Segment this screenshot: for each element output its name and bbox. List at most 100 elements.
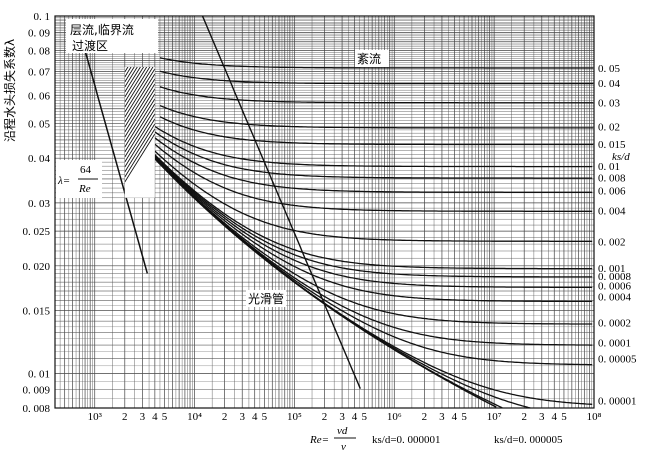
curve-ks-0.000001 bbox=[154, 158, 503, 409]
transition-hatch bbox=[124, 98, 155, 148]
laminar-label-bg bbox=[66, 19, 158, 53]
x-tick-label: 2 bbox=[521, 411, 527, 423]
transition-hatch bbox=[124, 133, 155, 183]
curve-ks-0.03 bbox=[159, 86, 594, 104]
laminar-formula-prefix: λ= bbox=[57, 175, 70, 187]
ks-d-tick-label: 0. 03 bbox=[598, 98, 621, 110]
x-tick-label: 2 bbox=[322, 411, 328, 423]
x-tick-label: 10⁸ bbox=[587, 411, 602, 423]
y-tick-label: 0. 025 bbox=[23, 226, 51, 238]
x-tick-label: 4 bbox=[252, 411, 258, 423]
transition-hatch bbox=[124, 78, 155, 128]
x-tick-label: 3 bbox=[539, 411, 545, 423]
ks-d-tick-label: 0. 0006 bbox=[598, 281, 632, 293]
ks-d-tick-label: 0. 004 bbox=[598, 205, 626, 217]
smooth-pipe-label: 光滑管 bbox=[248, 291, 284, 306]
transition-hatch bbox=[124, 123, 155, 173]
curve-ks-0.0008 bbox=[154, 155, 593, 278]
curve-ks-0.05 bbox=[159, 57, 594, 69]
reynolds-denominator: ν bbox=[341, 441, 346, 451]
x-tick-label: 5 bbox=[561, 411, 567, 423]
x-tick-label: 3 bbox=[140, 411, 146, 423]
curve-ks-0.0002 bbox=[154, 157, 593, 325]
grid-lines bbox=[54, 15, 595, 409]
ks-d-tick-label: 0. 0002 bbox=[598, 317, 631, 329]
y-tick-label: 0. 06 bbox=[28, 90, 51, 102]
curve-ks-0.006 bbox=[154, 137, 593, 193]
data-curves bbox=[76, 0, 594, 409]
ks-d-tick-label: 0. 04 bbox=[598, 78, 621, 90]
x-tick-label: 10⁴ bbox=[187, 411, 202, 423]
transition-hatch bbox=[125, 0, 155, 17]
transition-hatch bbox=[124, 113, 155, 163]
ks-d-tick-label: 0. 05 bbox=[598, 63, 621, 75]
y-tick-label: 0. 09 bbox=[28, 27, 51, 39]
turbulent-label-bg bbox=[355, 50, 389, 67]
curve-rough-boundary bbox=[201, 15, 361, 389]
transition-hatch bbox=[124, 66, 151, 108]
curve-ks-0.015 bbox=[159, 116, 594, 146]
x-tick-label: 3 bbox=[339, 411, 345, 423]
x-tick-label: 5 bbox=[162, 411, 168, 423]
smooth-label-bg bbox=[246, 290, 286, 307]
transition-hatch bbox=[124, 66, 141, 93]
transition-hatch bbox=[124, 118, 155, 168]
y-tick-label: 0. 03 bbox=[28, 198, 51, 210]
x-tick-label: 4 bbox=[452, 411, 458, 423]
tick-labels: 0. 1 0. 09 0. 08 0. 07 0. 06 0. 05 0. 04 0. 03 0… bbox=[23, 11, 638, 423]
x-tick-label: 5 bbox=[361, 411, 367, 423]
transition-hatch bbox=[124, 108, 155, 158]
ks-d-tick-label: 0. 02 bbox=[598, 122, 620, 134]
y-tick-label: 0. 04 bbox=[28, 153, 51, 165]
reynolds-formula: Re= vd ν bbox=[309, 425, 356, 451]
y-axis-label: 沿程水头损失系数λ bbox=[2, 39, 17, 142]
curve-ks-0.02 bbox=[159, 104, 594, 129]
curve-smooth-pipe bbox=[154, 158, 497, 408]
transition-hatch bbox=[124, 103, 155, 153]
x-tick-label: 5 bbox=[461, 411, 467, 423]
y-tick-label: 0. 08 bbox=[28, 46, 51, 58]
ks-d-tick-label: 0. 00005 bbox=[598, 354, 637, 366]
y-tick-label: 0. 05 bbox=[28, 119, 51, 131]
reynolds-numerator: vd bbox=[337, 425, 348, 437]
ks-d-tick-label: 0. 015 bbox=[598, 139, 626, 151]
curve-ks-0.01 bbox=[154, 125, 593, 168]
transition-hatch bbox=[124, 66, 132, 78]
y-tick-label: 0. 1 bbox=[34, 11, 51, 23]
y-tick-label: 0. 01 bbox=[28, 368, 50, 380]
transition-hatch bbox=[125, 0, 155, 12]
transition-hatch bbox=[124, 83, 155, 133]
x-tick-label: 5 bbox=[262, 411, 268, 423]
y-tick-label: 0. 07 bbox=[28, 66, 51, 78]
x-tick-label: 2 bbox=[222, 411, 228, 423]
ks-d-axis-label: ks/d bbox=[612, 151, 630, 163]
ks-d-1-label: ks/d=0. 000001 bbox=[372, 434, 441, 446]
curve-ks-0.004 bbox=[154, 143, 593, 212]
plot-frame bbox=[54, 15, 595, 409]
transition-hatch bbox=[125, 0, 155, 7]
x-tick-label: 4 bbox=[552, 411, 558, 423]
ks-d-tick-label: 0. 0001 bbox=[598, 338, 631, 350]
x-tick-label: 2 bbox=[422, 411, 428, 423]
transition-hatch bbox=[124, 128, 155, 178]
ks-d-2-label: ks/d=0. 000005 bbox=[494, 434, 563, 446]
y-tick-label: 0. 009 bbox=[23, 385, 51, 397]
ks-d-tick-label: 0. 01 bbox=[598, 161, 620, 173]
transition-hatch bbox=[124, 66, 148, 103]
transition-hatch bbox=[124, 66, 138, 88]
x-tick-label: 4 bbox=[152, 411, 158, 423]
ks-d-tick-label: 0. 001 bbox=[598, 263, 626, 275]
ks-d-tick-label: 0. 008 bbox=[598, 173, 626, 185]
ks-d-tick-label: 0. 0004 bbox=[598, 292, 632, 304]
curve-ks-0.001 bbox=[154, 154, 593, 270]
curve-ks-0.00005 bbox=[154, 157, 593, 366]
ks-d-tick-label: 0. 002 bbox=[598, 236, 626, 248]
transition-hatch bbox=[125, 0, 155, 22]
laminar-formula-numerator: 64 bbox=[80, 164, 92, 176]
laminar-formula-denominator: Re bbox=[78, 183, 91, 195]
x-tick-label: 2 bbox=[122, 411, 128, 423]
x-tick-label: 3 bbox=[239, 411, 245, 423]
transition-hatch bbox=[124, 73, 155, 123]
laminar-formula: λ= 64 Re bbox=[57, 164, 98, 195]
